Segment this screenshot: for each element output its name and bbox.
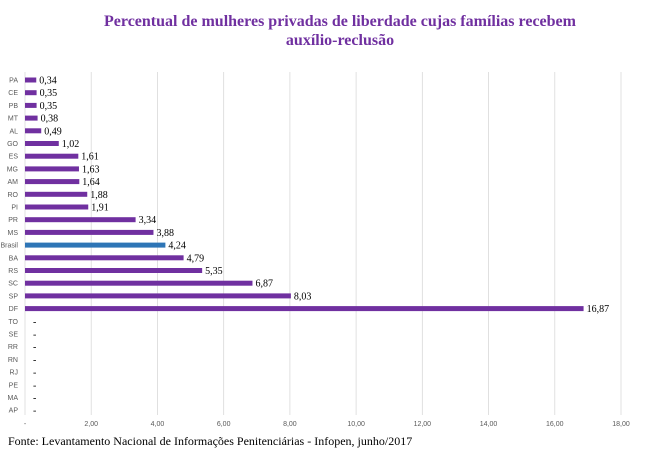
- x-tick-label: 18,00: [612, 421, 630, 428]
- data-label: -: [33, 406, 36, 417]
- bar: [25, 179, 80, 185]
- x-tick-label: 14,00: [480, 421, 498, 428]
- bar: [25, 141, 59, 146]
- chart-title: Percentual de mulheres privadas de liber…: [104, 13, 576, 49]
- data-label: -: [33, 317, 36, 328]
- grid-lines: [24, 72, 622, 415]
- bar: [25, 102, 37, 108]
- x-axis-tick-labels: - 2,00 4,00 6,00 8,00 10,00 12,00 14,00 16,00 18,…: [24, 421, 630, 428]
- bar: [25, 306, 584, 312]
- bar: [25, 229, 154, 235]
- category-label: RO: [8, 192, 19, 199]
- data-label: -: [33, 342, 36, 353]
- category-label: RJ: [9, 370, 18, 377]
- data-label: -: [33, 330, 36, 341]
- x-tick-label: 16,00: [546, 421, 564, 428]
- bar: [25, 115, 38, 121]
- data-label: 0,35: [40, 101, 58, 112]
- bars: [25, 77, 584, 312]
- data-label: 5,35: [205, 266, 223, 277]
- data-labels: 0,340,350,350,380,491,021,611,631,641,88…: [33, 76, 609, 417]
- data-label: 0,35: [40, 88, 58, 99]
- data-label: 1,61: [81, 152, 99, 163]
- bar: [25, 191, 88, 197]
- category-label: PA: [9, 78, 18, 85]
- category-label: Brasil: [0, 243, 18, 250]
- data-label: -: [33, 380, 36, 391]
- category-label: MS: [8, 230, 19, 237]
- category-label: PR: [8, 217, 18, 224]
- data-label: 1,91: [91, 203, 109, 214]
- data-label: -: [33, 368, 36, 379]
- x-tick-label: 6,00: [217, 421, 231, 428]
- category-label: PE: [9, 382, 19, 389]
- category-label: SE: [9, 332, 19, 339]
- category-label: MG: [7, 166, 18, 173]
- x-tick-label: 8,00: [283, 421, 297, 428]
- bar: [25, 153, 79, 159]
- bar: [25, 293, 291, 299]
- category-label: GO: [7, 141, 18, 148]
- category-label: CE: [8, 90, 18, 97]
- data-label: 1,64: [82, 177, 100, 188]
- bar: [25, 217, 136, 223]
- category-label: BA: [9, 255, 19, 262]
- category-label: ES: [9, 154, 19, 161]
- data-label: 16,87: [587, 304, 610, 315]
- bar: [25, 204, 89, 210]
- data-label: 4,24: [168, 241, 186, 252]
- category-label: MT: [8, 116, 19, 123]
- data-label: 0,49: [44, 126, 62, 137]
- category-label: RR: [8, 344, 18, 351]
- category-label: MA: [8, 395, 19, 402]
- category-label: TO: [8, 319, 18, 326]
- x-tick-label: -: [24, 421, 27, 428]
- x-tick-label: 10,00: [347, 421, 365, 428]
- data-label: 8,03: [294, 291, 312, 302]
- bar: [25, 268, 203, 273]
- x-tick-label: 12,00: [414, 421, 432, 428]
- category-label: AP: [9, 408, 19, 415]
- bar: [25, 242, 166, 248]
- category-label: AL: [9, 128, 18, 135]
- data-label: -: [33, 355, 36, 366]
- category-label: SC: [8, 281, 18, 288]
- data-label: 0,38: [41, 114, 59, 125]
- category-label: SP: [9, 293, 19, 300]
- category-label: RN: [8, 357, 18, 364]
- bar: [25, 90, 37, 96]
- bar: [25, 280, 253, 286]
- data-label: 0,34: [39, 76, 57, 87]
- category-label: PB: [9, 103, 19, 110]
- data-label: 1,63: [82, 164, 100, 175]
- data-label: 1,02: [62, 139, 79, 150]
- category-label: AM: [8, 179, 19, 186]
- data-label: 3,34: [139, 215, 157, 226]
- category-label: DF: [9, 306, 18, 313]
- x-tick-label: 2,00: [84, 421, 98, 428]
- x-tick-label: 4,00: [151, 421, 165, 428]
- bar: [25, 77, 37, 83]
- bar: [25, 166, 79, 172]
- data-label: 4,79: [187, 253, 205, 264]
- bar: [25, 128, 42, 134]
- category-labels: PA CE PB MT AL GO ES MG AM RO PI PR MS Brasil BA RS SC SP…: [0, 78, 18, 415]
- data-label: 3,88: [156, 228, 174, 239]
- bar: [25, 255, 184, 261]
- category-label: PI: [11, 205, 18, 212]
- data-label: -: [33, 393, 36, 404]
- source-note: Fonte: Levantamento Nacional de Informaç…: [8, 434, 413, 448]
- category-label: RS: [8, 268, 18, 275]
- data-label: 6,87: [255, 279, 273, 290]
- data-label: 1,88: [90, 190, 108, 201]
